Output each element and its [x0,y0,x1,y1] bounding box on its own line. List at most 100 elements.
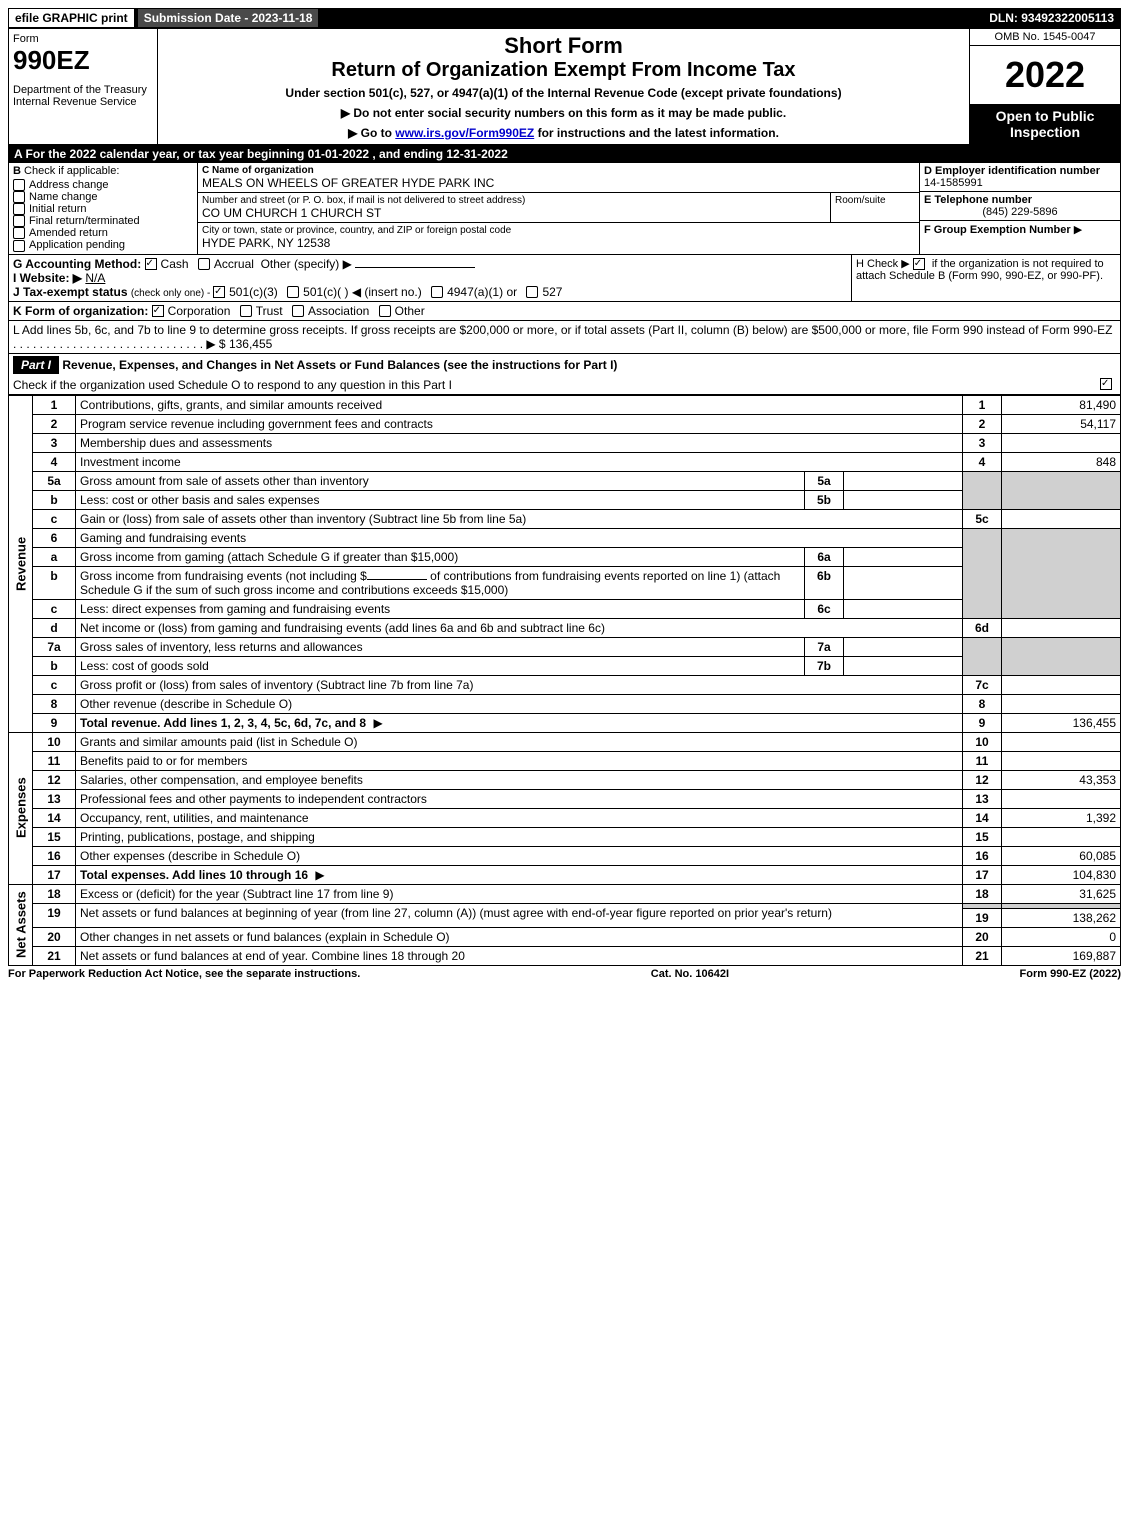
l21-desc: Net assets or fund balances at end of ye… [80,949,465,963]
b-item-amended: Amended return [29,227,108,239]
l6c-mid [844,599,963,618]
checkbox-501c3[interactable] [213,286,225,298]
l20-val: 0 [1002,927,1121,946]
city-state-zip: HYDE PARK, NY 12538 [202,236,915,250]
instr2-post: for instructions and the latest informat… [534,126,779,140]
section-i-label: I Website: ▶ [13,271,82,285]
city-label: City or town, state or province, country… [202,225,915,236]
l16-val: 60,085 [1002,846,1121,865]
l7c-val [1002,675,1121,694]
form-label: Form [13,33,153,45]
l15-desc: Printing, publications, postage, and shi… [80,830,315,844]
l1-desc: Contributions, gifts, grants, and simila… [80,398,382,412]
top-bar: efile GRAPHIC print Submission Date - 20… [8,8,1121,28]
checkbox-527[interactable] [526,286,538,298]
section-a: A For the 2022 calendar year, or tax yea… [8,145,1121,163]
part1-title: Revenue, Expenses, and Changes in Net As… [62,358,617,372]
l21-val: 169,887 [1002,946,1121,965]
l4-val: 848 [1002,452,1121,471]
l6d-val [1002,618,1121,637]
checkbox-trust[interactable] [240,305,252,317]
telephone: (845) 229-5896 [924,206,1116,218]
ein: 14-1585991 [924,177,1116,189]
form-number: 990EZ [13,45,153,76]
section-d-label: D Employer identification number [924,165,1116,177]
checkbox-corp[interactable] [152,305,164,317]
info-section: B Check if applicable: Address change Na… [8,163,1121,255]
l1-val: 81,490 [1002,395,1121,414]
j-527: 527 [542,285,562,299]
checkbox-cash[interactable] [145,258,157,270]
l3-desc: Membership dues and assessments [80,436,272,450]
k-corp: Corporation [168,304,231,318]
l6a-mid [844,547,963,566]
l10-val [1002,732,1121,751]
l5c-desc: Gain or (loss) from sale of assets other… [80,512,526,526]
j-c3: 501(c)(3) [229,285,278,299]
check-if-label: Check if applicable: [24,165,119,177]
k-trust: Trust [256,304,283,318]
l13-val [1002,789,1121,808]
l2-val: 54,117 [1002,414,1121,433]
lines-table: Revenue 1 Contributions, gifts, grants, … [8,395,1121,966]
l9-desc: Total revenue. Add lines 1, 2, 3, 4, 5c,… [80,716,366,730]
checkbox-schedule-o[interactable] [1100,378,1112,390]
l12-desc: Salaries, other compensation, and employ… [80,773,363,787]
l6c-desc: Less: direct expenses from gaming and fu… [80,602,390,616]
checkbox-name-change[interactable] [13,191,25,203]
open-public: Open to Public Inspection [970,104,1120,144]
l16-desc: Other expenses (describe in Schedule O) [80,849,300,863]
k-assoc: Association [308,304,369,318]
l15-val [1002,827,1121,846]
checkbox-sched-b[interactable] [913,258,925,270]
form-title: Return of Organization Exempt From Incom… [166,59,961,82]
footer-left: For Paperwork Reduction Act Notice, see … [8,968,360,980]
irs-label: Internal Revenue Service [13,96,153,108]
l19-val: 138,262 [1002,908,1121,927]
section-l: L Add lines 5b, 6c, and 7b to line 9 to … [8,321,1121,354]
l5b-mid [844,490,963,509]
dept-label: Department of the Treasury [13,84,153,96]
l14-desc: Occupancy, rent, utilities, and maintena… [80,811,309,825]
section-f-label: F Group Exemption Number [924,224,1071,236]
l7a-mid [844,637,963,656]
section-j-label: J Tax-exempt status [13,285,128,299]
checkbox-address-change[interactable] [13,179,25,191]
room-label: Room/suite [835,195,915,206]
h-pre: H Check ▶ [856,258,913,270]
checkbox-501c[interactable] [287,286,299,298]
checkbox-accrual[interactable] [198,258,210,270]
l18-val: 31,625 [1002,884,1121,903]
checkbox-initial-return[interactable] [13,203,25,215]
l18-desc: Excess or (deficit) for the year (Subtra… [80,887,393,901]
checkbox-4947[interactable] [431,286,443,298]
footer-center: Cat. No. 10642I [651,968,729,980]
l10-desc: Grants and similar amounts paid (list in… [80,735,357,749]
l13-desc: Professional fees and other payments to … [80,792,427,806]
checkbox-pending[interactable] [13,240,25,252]
b-item-initial: Initial return [29,203,86,215]
l5c-val [1002,509,1121,528]
section-e-label: E Telephone number [924,194,1116,206]
checkbox-other-org[interactable] [379,305,391,317]
l11-desc: Benefits paid to or for members [80,754,247,768]
l4-desc: Investment income [80,455,181,469]
checkbox-amended[interactable] [13,227,25,239]
section-k-label: K Form of organization: [13,304,148,318]
l20-desc: Other changes in net assets or fund bala… [80,930,450,944]
omb-number: OMB No. 1545-0047 [970,29,1120,46]
b-item-final: Final return/terminated [29,215,140,227]
l7a-desc: Gross sales of inventory, less returns a… [80,640,363,654]
checkbox-final-return[interactable] [13,215,25,227]
g-other: Other (specify) ▶ [261,257,352,271]
l19-desc: Net assets or fund balances at beginning… [80,906,832,920]
instr2-pre: ▶ Go to [348,126,395,140]
page-footer: For Paperwork Reduction Act Notice, see … [8,966,1121,980]
section-k: K Form of organization: Corporation Trus… [8,302,1121,321]
j-sub: (check only one) - [131,288,213,299]
section-b-label: B [13,165,21,177]
irs-link[interactable]: www.irs.gov/Form990EZ [395,126,534,140]
part1-check-text: Check if the organization used Schedule … [13,378,1100,392]
checkbox-assoc[interactable] [292,305,304,317]
dln-label: DLN: 93492322005113 [983,9,1120,27]
